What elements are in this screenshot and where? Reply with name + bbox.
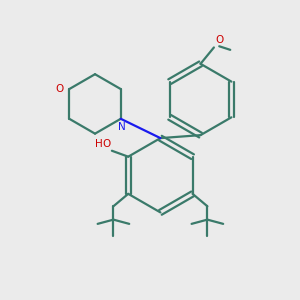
- Text: O: O: [215, 35, 223, 45]
- Text: H: H: [94, 139, 102, 149]
- Text: O: O: [102, 139, 110, 149]
- Text: N: N: [118, 122, 126, 132]
- Text: O: O: [56, 84, 64, 94]
